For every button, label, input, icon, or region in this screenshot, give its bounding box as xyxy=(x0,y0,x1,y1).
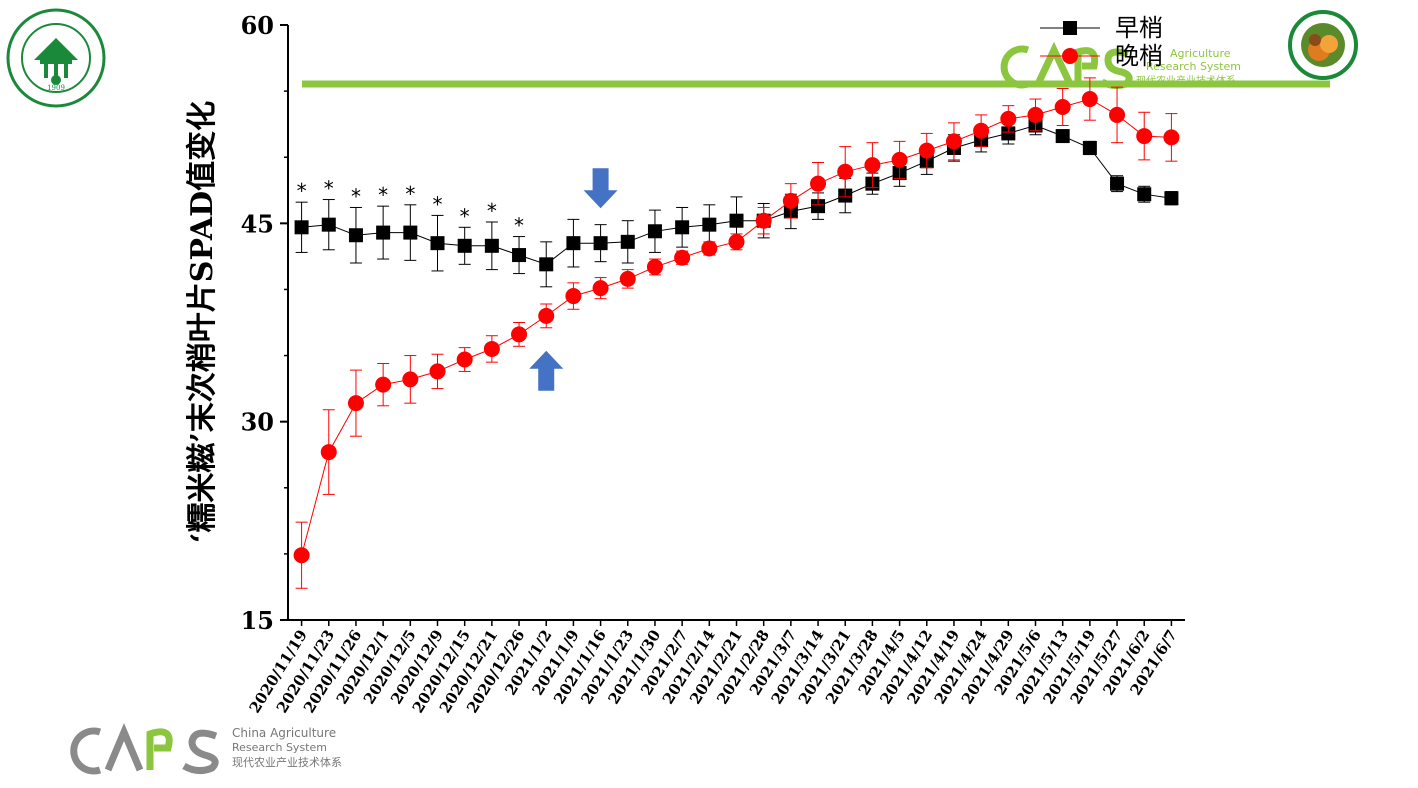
y-tick-label: 45 xyxy=(241,209,274,238)
significance-asterisk: * xyxy=(405,182,415,206)
data-point xyxy=(1137,187,1152,202)
data-point xyxy=(945,133,962,150)
cars-logo-bottom: China Agriculture Research System 现代农业产业… xyxy=(70,722,390,778)
legend-label: 晚梢 xyxy=(1115,42,1163,70)
data-point xyxy=(539,257,554,272)
data-point xyxy=(293,547,310,564)
data-point xyxy=(484,238,499,253)
data-point xyxy=(1001,126,1016,141)
y-tick-label: 60 xyxy=(241,11,274,40)
university-seal-logo: 1909 xyxy=(6,8,106,108)
y-axis-label: ‘糯米糍’末次梢叶片SPAD值变化 xyxy=(185,101,220,543)
data-point xyxy=(320,444,337,461)
cars-top-en-2: Research System xyxy=(1146,60,1241,73)
data-point xyxy=(1164,191,1179,206)
data-point xyxy=(375,376,392,393)
y-tick-label: 30 xyxy=(241,408,274,437)
data-point xyxy=(430,236,445,251)
significance-asterisk: * xyxy=(378,183,388,207)
lychee-longan-logo xyxy=(1288,10,1358,80)
data-point xyxy=(376,225,391,240)
data-point xyxy=(294,220,309,235)
data-point xyxy=(321,217,336,232)
data-point xyxy=(647,224,662,239)
chart-axes: 153045602020/11/192020/11/232020/11/2620… xyxy=(241,11,1185,716)
data-point xyxy=(1109,106,1126,123)
significance-asterisk: * xyxy=(351,184,361,208)
significance-asterisk: * xyxy=(514,214,524,238)
data-point xyxy=(674,249,691,266)
data-point xyxy=(837,163,854,180)
data-point xyxy=(1110,176,1125,191)
data-point xyxy=(1136,128,1153,145)
data-point xyxy=(810,175,827,192)
legend-marker xyxy=(1062,48,1078,64)
data-point xyxy=(620,234,635,249)
data-point xyxy=(782,192,799,209)
data-point xyxy=(538,307,555,324)
data-point xyxy=(512,248,527,263)
data-point xyxy=(811,199,826,214)
data-point xyxy=(891,151,908,168)
cars-en-line2: Research System xyxy=(232,741,327,754)
data-point xyxy=(728,233,745,250)
series-line xyxy=(301,98,1172,556)
cars-top-en-1: Agriculture xyxy=(1170,47,1231,60)
cars-en-line1: China Agriculture xyxy=(232,726,337,740)
chart-series xyxy=(293,77,1180,589)
data-point xyxy=(429,363,446,380)
data-point xyxy=(347,395,364,412)
significance-asterisk: * xyxy=(324,177,334,201)
data-point xyxy=(619,270,636,287)
data-point xyxy=(1000,110,1017,127)
arrow-up-icon xyxy=(529,350,564,391)
y-tick-label: 15 xyxy=(241,606,274,635)
seal-year: 1909 xyxy=(47,84,65,92)
data-point xyxy=(402,371,419,388)
data-point xyxy=(973,122,990,139)
data-point xyxy=(1054,98,1071,115)
data-point xyxy=(1027,106,1044,123)
data-point xyxy=(918,142,935,159)
data-point xyxy=(457,238,472,253)
series-late-shoot xyxy=(293,77,1180,589)
data-point xyxy=(592,280,609,297)
data-point xyxy=(566,236,581,251)
cars-logo-bottom-mark xyxy=(70,722,219,775)
data-point xyxy=(593,236,608,251)
data-point xyxy=(1081,91,1098,108)
data-point xyxy=(1082,140,1097,155)
data-point xyxy=(729,213,744,228)
data-point xyxy=(646,258,663,275)
data-point xyxy=(675,220,690,235)
data-point xyxy=(755,212,772,229)
significance-asterisk: * xyxy=(460,204,470,228)
data-point xyxy=(1055,129,1070,144)
data-point xyxy=(483,340,500,357)
legend-marker xyxy=(1063,21,1077,35)
significance-asterisk: * xyxy=(297,179,307,203)
data-point xyxy=(701,240,718,257)
chart-annotations: * * * * * * * * * xyxy=(297,168,618,391)
legend-label: 早梢 xyxy=(1115,14,1163,42)
data-point xyxy=(702,217,717,232)
data-point xyxy=(1163,129,1180,146)
data-point xyxy=(348,228,363,243)
data-point xyxy=(403,225,418,240)
data-point xyxy=(565,288,582,305)
significance-asterisk: * xyxy=(433,192,443,216)
significance-asterisk: * xyxy=(487,199,497,223)
data-point xyxy=(864,157,881,174)
data-point xyxy=(456,351,473,368)
data-point xyxy=(511,326,528,343)
cars-cn: 现代农业产业技术体系 xyxy=(232,756,342,769)
series-early-shoot xyxy=(294,115,1179,288)
arrow-down-icon xyxy=(583,168,618,209)
